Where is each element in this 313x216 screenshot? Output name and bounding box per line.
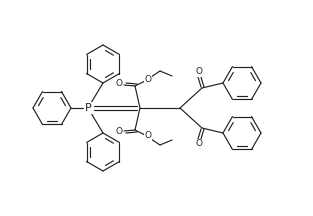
Text: P: P	[85, 103, 91, 113]
Text: O: O	[196, 67, 203, 76]
Text: O: O	[115, 79, 122, 89]
Text: O: O	[145, 132, 151, 140]
Text: O: O	[115, 127, 122, 137]
Text: O: O	[145, 76, 151, 84]
Text: O: O	[196, 140, 203, 149]
